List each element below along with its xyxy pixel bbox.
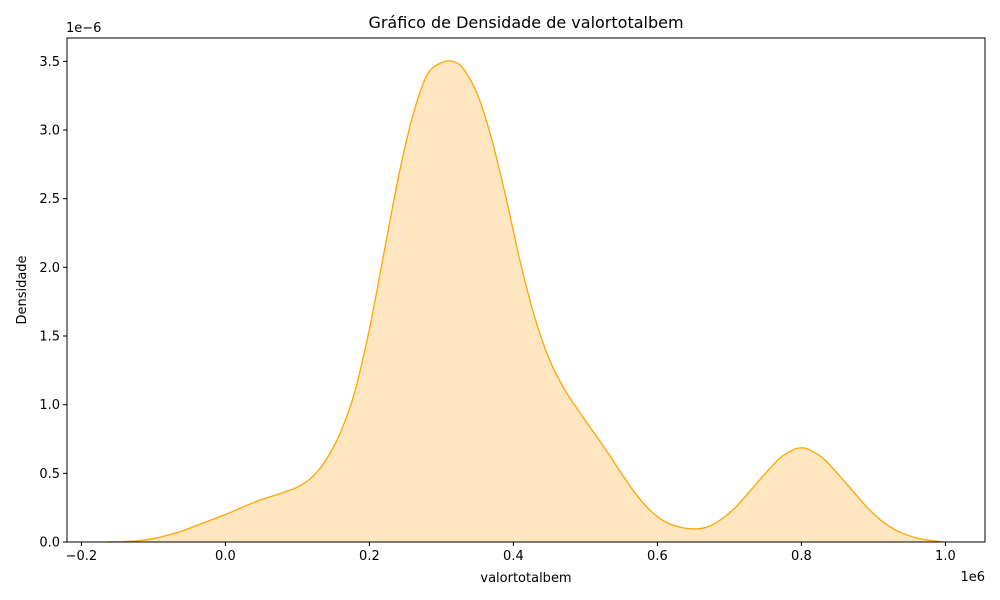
y-tick-label: 2.0: [39, 261, 60, 276]
density-area-fill: [106, 60, 942, 542]
y-tick-label: 1.5: [39, 330, 60, 345]
x-tick-label: 0.2: [359, 549, 380, 564]
y-tick-label: 0.0: [39, 536, 60, 551]
x-tick-label: 0.4: [503, 549, 524, 564]
chart-title: Gráfico de Densidade de valortotalbem: [368, 13, 683, 32]
plot-frame: [66, 37, 986, 543]
y-offset-label: 1e−6: [66, 21, 101, 36]
x-axis-label: valortotalbem: [480, 571, 571, 586]
y-tick-label: 0.5: [39, 467, 60, 482]
x-tick-label: 0.8: [791, 549, 812, 564]
x-offset-label: 1e6: [960, 570, 985, 585]
x-tick-label: 0.0: [215, 549, 236, 564]
y-tick-label: 3.0: [39, 124, 60, 139]
x-tick-label: 0.6: [647, 549, 668, 564]
y-tick-label: 1.0: [39, 398, 60, 413]
y-axis-label: Densidade: [15, 255, 30, 324]
y-tick-label: 2.5: [39, 192, 60, 207]
y-tick-label: 3.5: [39, 55, 60, 70]
x-tick-label: −0.2: [66, 549, 98, 564]
x-tick-label: 1.0: [935, 549, 956, 564]
plot-area: −0.2 0.0 0.2 0.4 0.6 0.8 1.0 0.0 0.5 1.0 1.5 2.0 2.5…: [39, 37, 986, 564]
density-curve: [106, 60, 942, 543]
